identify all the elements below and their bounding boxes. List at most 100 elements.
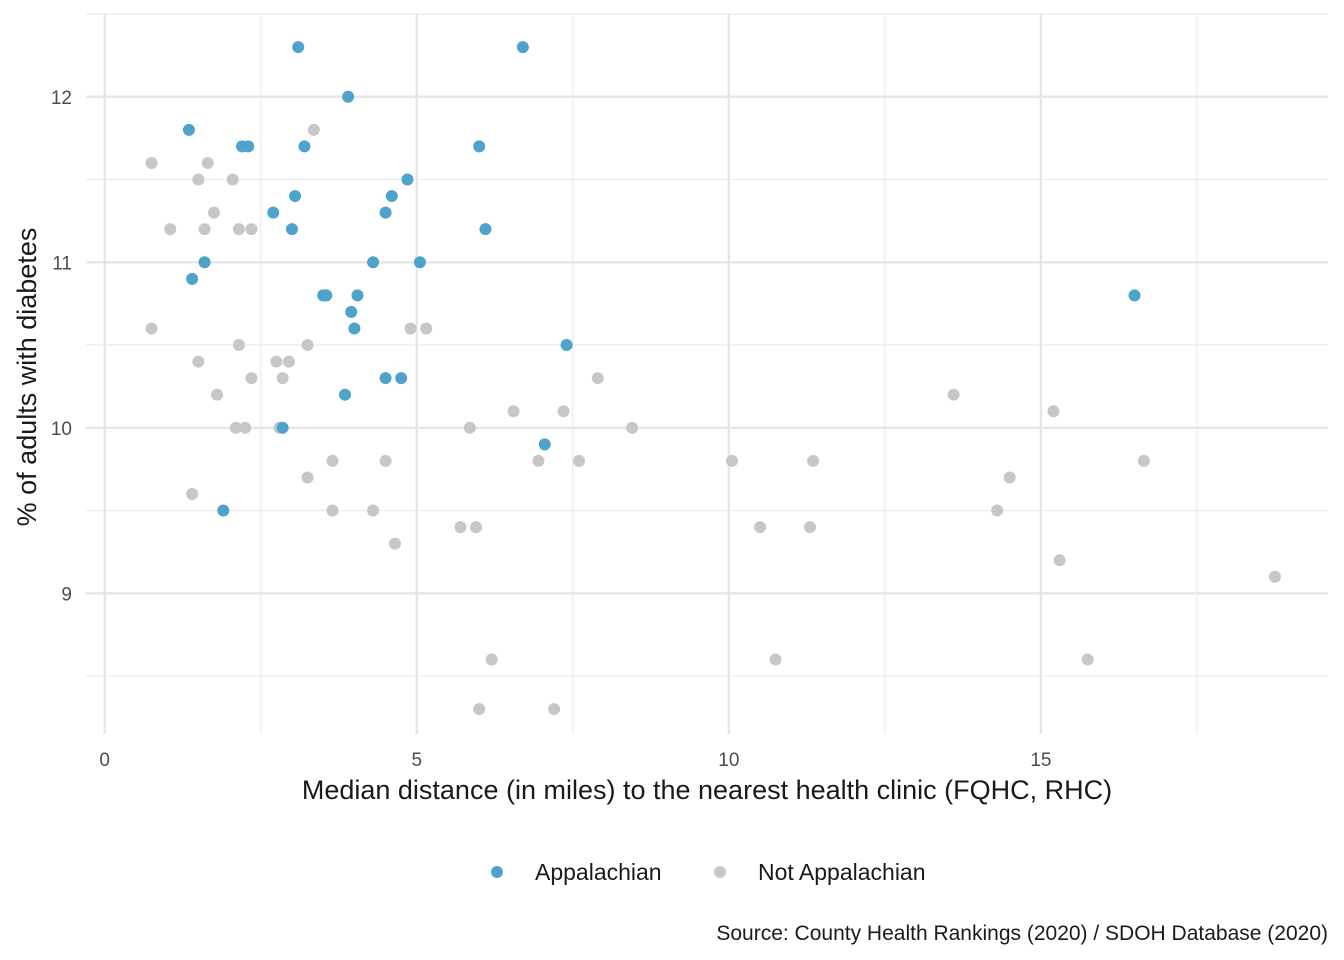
point-appalachian xyxy=(348,322,361,335)
point-not-appalachian xyxy=(485,653,498,666)
point-appalachian xyxy=(217,504,230,517)
point-not-appalachian xyxy=(769,653,782,666)
point-appalachian xyxy=(413,256,426,269)
point-not-appalachian xyxy=(463,421,476,434)
point-not-appalachian xyxy=(326,504,339,517)
point-appalachian xyxy=(242,140,255,153)
point-not-appalachian xyxy=(145,322,158,335)
point-appalachian xyxy=(186,272,199,285)
y-axis-tick-labels: 9 10 11 12 xyxy=(51,88,72,606)
point-not-appalachian xyxy=(232,223,245,236)
point-not-appalachian xyxy=(1137,454,1150,467)
point-not-appalachian xyxy=(307,123,320,136)
point-not-appalachian xyxy=(201,156,214,169)
point-not-appalachian xyxy=(507,405,520,418)
legend-label-appalachian: Appalachian xyxy=(535,859,662,885)
legend: Appalachian Not Appalachian xyxy=(491,859,926,885)
x-tick-label: 10 xyxy=(718,750,739,771)
point-not-appalachian xyxy=(1003,471,1016,484)
point-not-appalachian xyxy=(420,322,433,335)
point-not-appalachian xyxy=(532,454,545,467)
point-not-appalachian xyxy=(239,421,252,434)
point-not-appalachian xyxy=(573,454,586,467)
point-appalachian xyxy=(345,305,358,318)
point-not-appalachian xyxy=(198,223,211,236)
point-appalachian xyxy=(342,90,355,103)
point-not-appalachian xyxy=(326,454,339,467)
point-not-appalachian xyxy=(276,372,289,385)
point-appalachian xyxy=(276,421,289,434)
point-not-appalachian xyxy=(232,339,245,352)
point-not-appalachian xyxy=(454,521,467,534)
point-not-appalachian xyxy=(245,372,258,385)
point-not-appalachian xyxy=(725,454,738,467)
point-appalachian xyxy=(516,41,529,54)
point-appalachian xyxy=(285,223,298,236)
point-appalachian xyxy=(401,173,414,186)
point-appalachian xyxy=(182,123,195,136)
point-appalachian xyxy=(473,140,486,153)
y-tick-label: 9 xyxy=(61,584,72,605)
point-not-appalachian xyxy=(1053,554,1066,567)
y-tick-label: 12 xyxy=(51,88,72,109)
point-not-appalachian xyxy=(192,173,205,186)
point-not-appalachian xyxy=(626,421,639,434)
point-not-appalachian xyxy=(991,504,1004,517)
point-not-appalachian xyxy=(245,223,258,236)
point-appalachian xyxy=(198,256,211,269)
x-tick-label: 5 xyxy=(411,750,422,771)
point-appalachian xyxy=(560,339,573,352)
legend-label-not-appalachian: Not Appalachian xyxy=(758,859,926,885)
point-not-appalachian xyxy=(226,173,239,186)
y-tick-label: 10 xyxy=(51,419,72,440)
point-not-appalachian xyxy=(367,504,380,517)
y-tick-label: 11 xyxy=(52,253,72,274)
chart-caption: Source: County Health Rankings (2020) / … xyxy=(716,922,1328,945)
point-not-appalachian xyxy=(229,421,242,434)
point-appalachian xyxy=(538,438,551,451)
legend-key-appalachian xyxy=(491,866,503,878)
point-appalachian xyxy=(1128,289,1141,302)
data-points xyxy=(145,41,1281,716)
point-not-appalachian xyxy=(803,521,816,534)
point-not-appalachian xyxy=(947,388,960,401)
y-axis-title: % of adults with diabetes xyxy=(12,228,42,527)
major-gridlines xyxy=(86,14,1328,734)
point-not-appalachian xyxy=(301,339,314,352)
point-not-appalachian xyxy=(379,454,392,467)
point-not-appalachian xyxy=(270,355,283,368)
point-not-appalachian xyxy=(1047,405,1060,418)
point-appalachian xyxy=(385,190,398,203)
point-not-appalachian xyxy=(192,355,205,368)
x-axis-title: Median distance (in miles) to the neares… xyxy=(302,775,1112,805)
point-not-appalachian xyxy=(186,488,199,500)
point-not-appalachian xyxy=(1081,653,1094,666)
point-appalachian xyxy=(289,190,302,203)
point-not-appalachian xyxy=(211,388,224,401)
point-appalachian xyxy=(379,206,392,219)
point-appalachian xyxy=(395,372,408,385)
point-appalachian xyxy=(298,140,311,153)
point-not-appalachian xyxy=(145,156,158,169)
point-appalachian xyxy=(367,256,380,269)
point-not-appalachian xyxy=(404,322,417,335)
point-not-appalachian xyxy=(591,372,604,385)
point-not-appalachian xyxy=(301,471,314,484)
point-not-appalachian xyxy=(557,405,570,418)
point-appalachian xyxy=(292,41,305,54)
point-appalachian xyxy=(267,206,280,219)
point-appalachian xyxy=(379,372,392,385)
x-axis-tick-labels: 0 5 10 15 xyxy=(99,750,1051,771)
point-not-appalachian xyxy=(754,521,767,534)
point-not-appalachian xyxy=(548,703,561,716)
x-tick-label: 15 xyxy=(1030,750,1051,771)
point-not-appalachian xyxy=(282,355,295,368)
point-not-appalachian xyxy=(388,537,401,550)
point-not-appalachian xyxy=(470,521,483,534)
point-not-appalachian xyxy=(1268,570,1281,583)
point-appalachian xyxy=(351,289,364,302)
point-appalachian xyxy=(479,223,492,236)
point-not-appalachian xyxy=(807,454,820,467)
minor-gridlines xyxy=(86,13,1328,734)
